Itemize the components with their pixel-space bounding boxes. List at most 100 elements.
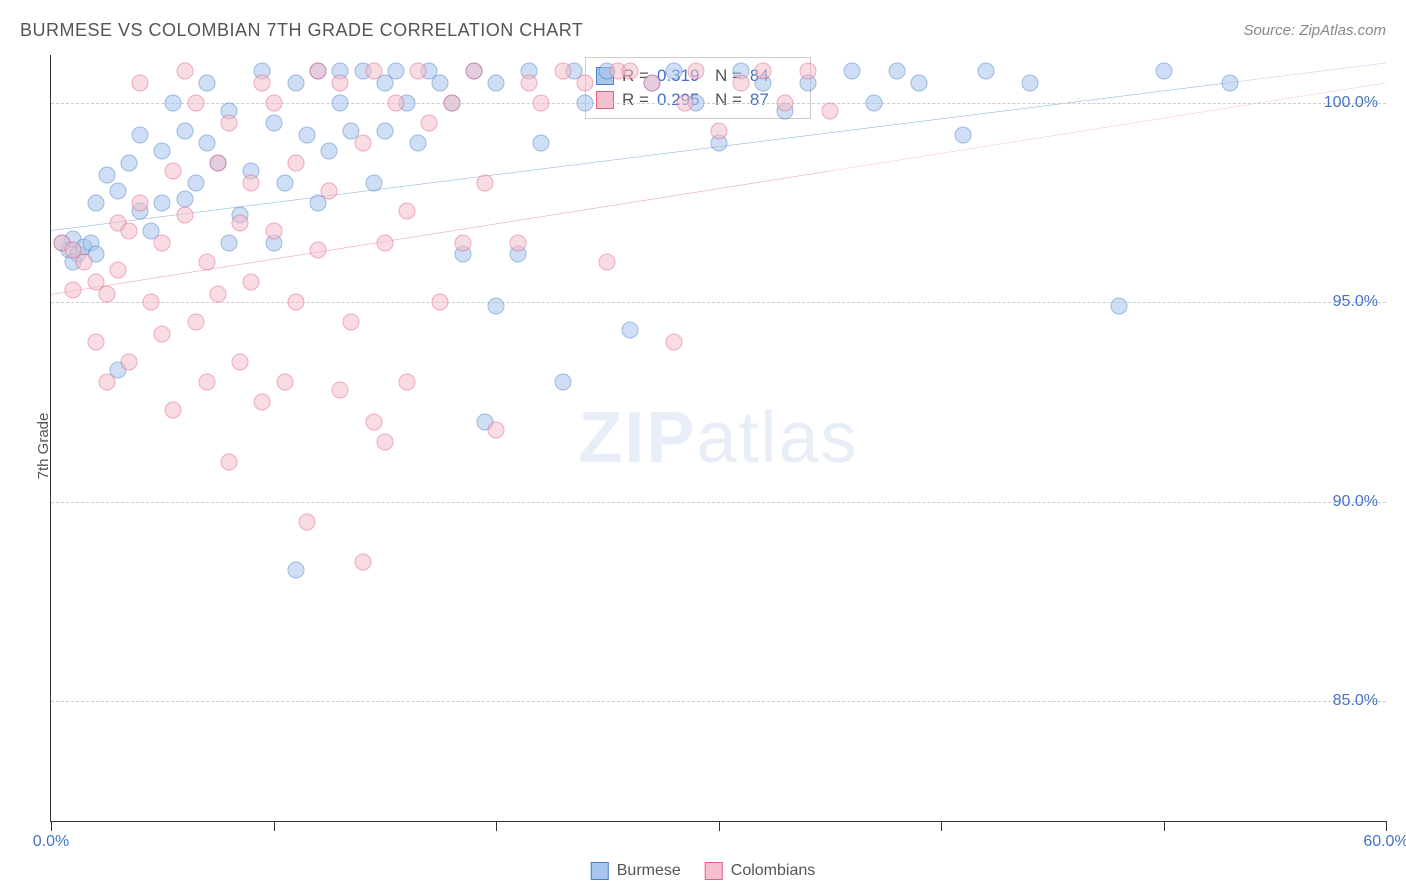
- data-point: [488, 422, 505, 439]
- legend-swatch: [705, 862, 723, 880]
- data-point: [577, 94, 594, 111]
- n-label: N =: [715, 90, 742, 110]
- legend-item: Burmese: [591, 862, 681, 880]
- data-point: [120, 354, 137, 371]
- data-point: [187, 174, 204, 191]
- data-point: [443, 94, 460, 111]
- data-point: [387, 62, 404, 79]
- xtick: [1164, 821, 1165, 831]
- watermark: ZIPatlas: [578, 397, 858, 479]
- data-point: [321, 142, 338, 159]
- data-point: [165, 162, 182, 179]
- data-point: [365, 174, 382, 191]
- data-point: [87, 194, 104, 211]
- data-point: [109, 262, 126, 279]
- data-point: [710, 122, 727, 139]
- data-point: [554, 62, 571, 79]
- xtick: [51, 821, 52, 831]
- xtick-label: 60.0%: [1363, 833, 1406, 851]
- xtick-label: 0.0%: [33, 833, 69, 851]
- data-point: [643, 74, 660, 91]
- data-point: [1111, 298, 1128, 315]
- data-point: [276, 374, 293, 391]
- series-legend: Burmese Colombians: [591, 862, 816, 880]
- data-point: [554, 374, 571, 391]
- trend-line-dashed: [830, 83, 1386, 171]
- data-point: [232, 354, 249, 371]
- data-point: [243, 174, 260, 191]
- data-point: [154, 194, 171, 211]
- data-point: [98, 166, 115, 183]
- data-point: [265, 222, 282, 239]
- data-point: [910, 74, 927, 91]
- grid-line: [51, 701, 1386, 702]
- data-point: [221, 453, 238, 470]
- data-point: [254, 394, 271, 411]
- data-point: [143, 294, 160, 311]
- data-point: [243, 274, 260, 291]
- data-point: [287, 74, 304, 91]
- ytick-label: 85.0%: [1333, 692, 1378, 710]
- data-point: [977, 62, 994, 79]
- xtick: [1386, 821, 1387, 831]
- data-point: [154, 142, 171, 159]
- data-point: [476, 174, 493, 191]
- legend-swatch: [596, 91, 614, 109]
- ytick-label: 95.0%: [1333, 293, 1378, 311]
- data-point: [265, 114, 282, 131]
- data-point: [154, 234, 171, 251]
- data-point: [176, 122, 193, 139]
- data-point: [76, 254, 93, 271]
- plot-area: ZIPatlas R =0.319N =84R =0.295N =87 85.0…: [50, 55, 1386, 822]
- data-point: [621, 62, 638, 79]
- data-point: [777, 94, 794, 111]
- xtick: [719, 821, 720, 831]
- data-point: [621, 322, 638, 339]
- data-point: [165, 402, 182, 419]
- data-point: [387, 94, 404, 111]
- data-point: [98, 286, 115, 303]
- data-point: [221, 114, 238, 131]
- data-point: [65, 282, 82, 299]
- data-point: [198, 134, 215, 151]
- data-point: [209, 286, 226, 303]
- data-point: [1155, 62, 1172, 79]
- xtick: [496, 821, 497, 831]
- data-point: [321, 182, 338, 199]
- data-point: [688, 62, 705, 79]
- data-point: [198, 374, 215, 391]
- data-point: [254, 74, 271, 91]
- data-point: [176, 190, 193, 207]
- data-point: [421, 114, 438, 131]
- grid-line: [51, 302, 1386, 303]
- legend-label: Burmese: [617, 862, 681, 880]
- data-point: [510, 234, 527, 251]
- legend-swatch: [591, 862, 609, 880]
- data-point: [454, 234, 471, 251]
- data-point: [310, 242, 327, 259]
- data-point: [866, 94, 883, 111]
- r-label: R =: [622, 90, 649, 110]
- data-point: [176, 62, 193, 79]
- data-point: [198, 74, 215, 91]
- data-point: [1222, 74, 1239, 91]
- ytick-label: 90.0%: [1333, 493, 1378, 511]
- data-point: [399, 202, 416, 219]
- data-point: [165, 94, 182, 111]
- data-point: [799, 62, 816, 79]
- data-point: [354, 134, 371, 151]
- xtick: [274, 821, 275, 831]
- data-point: [532, 94, 549, 111]
- data-point: [98, 374, 115, 391]
- data-point: [198, 254, 215, 271]
- data-point: [376, 234, 393, 251]
- data-point: [432, 74, 449, 91]
- data-point: [432, 294, 449, 311]
- data-point: [132, 126, 149, 143]
- data-point: [354, 553, 371, 570]
- data-point: [666, 62, 683, 79]
- data-point: [365, 414, 382, 431]
- data-point: [677, 94, 694, 111]
- xtick: [941, 821, 942, 831]
- legend-item: Colombians: [705, 862, 815, 880]
